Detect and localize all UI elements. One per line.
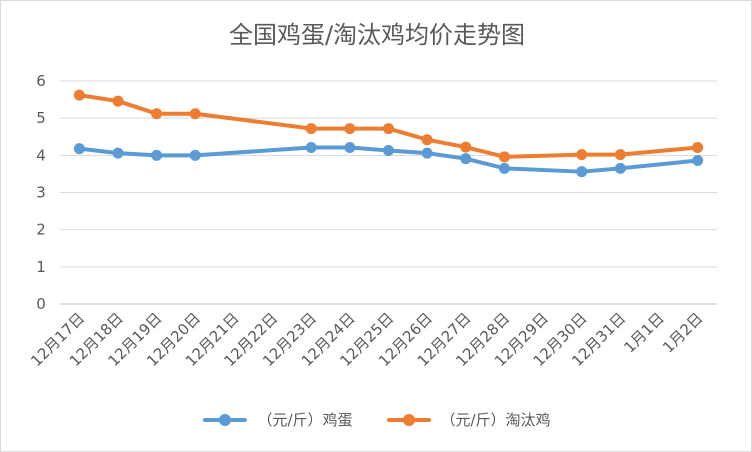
data-point-0 (421, 147, 433, 159)
data-point-1 (614, 149, 626, 161)
data-point-0 (692, 155, 704, 167)
legend-label-eggs: （元/斤）鸡蛋 (257, 411, 353, 429)
data-point-1 (189, 108, 201, 120)
y-tick-label: 6 (36, 72, 46, 90)
data-point-0 (112, 147, 124, 159)
data-point-0 (498, 162, 510, 174)
data-point-0 (383, 145, 394, 157)
data-point-1 (112, 95, 124, 107)
data-point-0 (73, 143, 85, 155)
y-tick-label: 5 (36, 109, 46, 127)
data-point-1 (383, 123, 394, 135)
data-point-1 (344, 123, 356, 135)
data-point-0 (576, 166, 588, 178)
legend-item-eggs: （元/斤）鸡蛋 (203, 409, 353, 430)
y-tick-label: 0 (36, 295, 46, 313)
data-point-1 (692, 142, 704, 154)
chart-title: 全国鸡蛋/淘汰鸡均价走势图 (228, 21, 526, 49)
y-tick-label: 4 (36, 146, 46, 164)
legend-item-spent-hens: （元/斤）淘汰鸡 (386, 409, 551, 430)
data-point-1 (498, 151, 510, 163)
data-point-1 (151, 108, 163, 120)
legend-label-spent-hens: （元/斤）淘汰鸡 (440, 411, 551, 429)
data-point-0 (460, 153, 472, 165)
data-point-1 (460, 141, 472, 153)
y-tick-label: 2 (36, 221, 46, 239)
legend-swatch-spent-hens (386, 413, 431, 426)
plot-area: 012345612月17日12月18日12月19日12月20日12月21日12月… (27, 72, 717, 370)
data-point-0 (344, 142, 356, 154)
y-tick-label: 1 (36, 258, 46, 276)
y-tick-label: 3 (36, 184, 46, 202)
data-point-0 (614, 162, 626, 174)
data-point-1 (576, 149, 588, 161)
data-point-1 (73, 89, 85, 101)
data-point-1 (305, 123, 317, 135)
data-point-1 (421, 134, 433, 146)
legend-swatch-eggs (203, 413, 248, 426)
data-point-0 (189, 149, 201, 161)
data-point-0 (305, 142, 317, 154)
x-tick-label: 1月1日 (620, 309, 667, 356)
x-tick-label: 1月2日 (659, 309, 706, 356)
data-point-0 (151, 149, 163, 161)
legend: （元/斤）鸡蛋 （元/斤）淘汰鸡 (1, 409, 751, 430)
